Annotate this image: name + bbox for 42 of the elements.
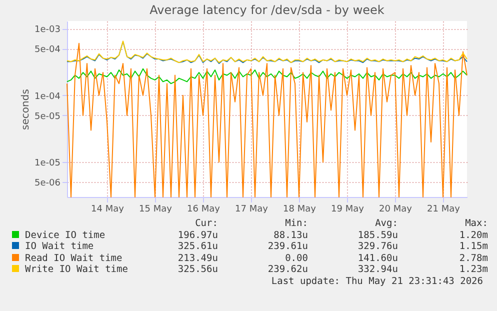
text: 213.49u — [176, 252, 218, 264]
text: Avg: — [374, 218, 398, 230]
x-tick-label: 15 May — [139, 204, 173, 214]
text: 0.00 — [284, 252, 308, 264]
y-tick-label: 1e-05 — [34, 158, 60, 169]
y-tick-label: 1e-04 — [34, 92, 61, 102]
x-tick-label: 16 May — [187, 204, 221, 214]
text: 196.97u — [176, 230, 218, 241]
x-tick-label: 14 May — [91, 204, 125, 214]
text: Min: — [284, 218, 308, 230]
legend-label: Device IO time — [24, 230, 106, 241]
text: 325.56u — [176, 264, 218, 276]
line-series — [66, 68, 468, 84]
text: Max: — [464, 218, 488, 230]
chart-title: Average latency for /dev/sda - by week — [150, 3, 384, 17]
text: 1.15m — [458, 241, 488, 252]
text: 185.59u — [356, 230, 398, 241]
text: 325.61u — [176, 241, 218, 252]
legend-label: Write IO Wait time — [24, 264, 128, 276]
y-axis-title: seconds — [20, 89, 32, 130]
text: 88.13u — [272, 230, 308, 241]
y-tick-label: 5e-06 — [34, 178, 61, 189]
y-tick-label: 5e-05 — [34, 112, 60, 122]
text: Last update: Thu May 21 23:31:43 2026 — [270, 276, 484, 286]
text: 239.62u — [266, 264, 308, 276]
x-tick-label: 17 May — [235, 204, 269, 214]
x-tick-label: 20 May — [379, 204, 413, 214]
text: 332.94u — [356, 264, 398, 276]
text: Cur: — [194, 218, 218, 230]
x-tick-label: 18 May — [283, 204, 317, 214]
text: 239.61u — [266, 241, 308, 252]
legend-label: Read IO Wait time — [24, 252, 124, 264]
legend-label: IO Wait time — [24, 241, 95, 252]
text: 1.20m — [458, 230, 488, 241]
text: 329.76u — [356, 241, 398, 252]
text: 141.60u — [356, 252, 398, 264]
text: 2.78m — [458, 252, 488, 264]
y-tick-label: 5e-04 — [34, 45, 61, 56]
x-tick-label: 19 May — [331, 204, 365, 214]
y-tick-label: 1e-03 — [34, 25, 60, 36]
text: 1.23m — [458, 264, 488, 276]
x-tick-label: 21 May — [427, 204, 461, 214]
